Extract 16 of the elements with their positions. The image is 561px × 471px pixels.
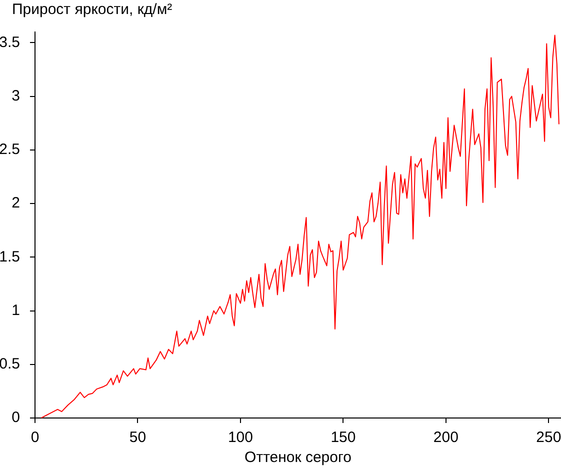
x-axis-title: Оттенок серого: [244, 449, 352, 466]
y-tick-label: 1: [12, 302, 20, 319]
x-tick-label: 0: [30, 429, 40, 446]
y-tick-label: 1.5: [0, 248, 20, 266]
y-axis-title: Прирост яркости, кд/м²: [12, 1, 172, 19]
x-tick-label: 200: [433, 429, 458, 446]
x-tick-label: 150: [330, 429, 356, 446]
x-tick-label: 50: [129, 429, 146, 446]
x-tick-label: 250: [536, 429, 561, 446]
y-tick-label: 3.5: [0, 34, 20, 51]
y-tick-label: 0.5: [0, 356, 20, 373]
y-tick-label: 2.5: [0, 141, 20, 158]
x-tick-label: 100: [228, 429, 253, 446]
y-tick-label: 2: [12, 194, 20, 212]
y-tick-label: 3: [12, 87, 20, 104]
y-tick-label: 0: [12, 409, 20, 426]
